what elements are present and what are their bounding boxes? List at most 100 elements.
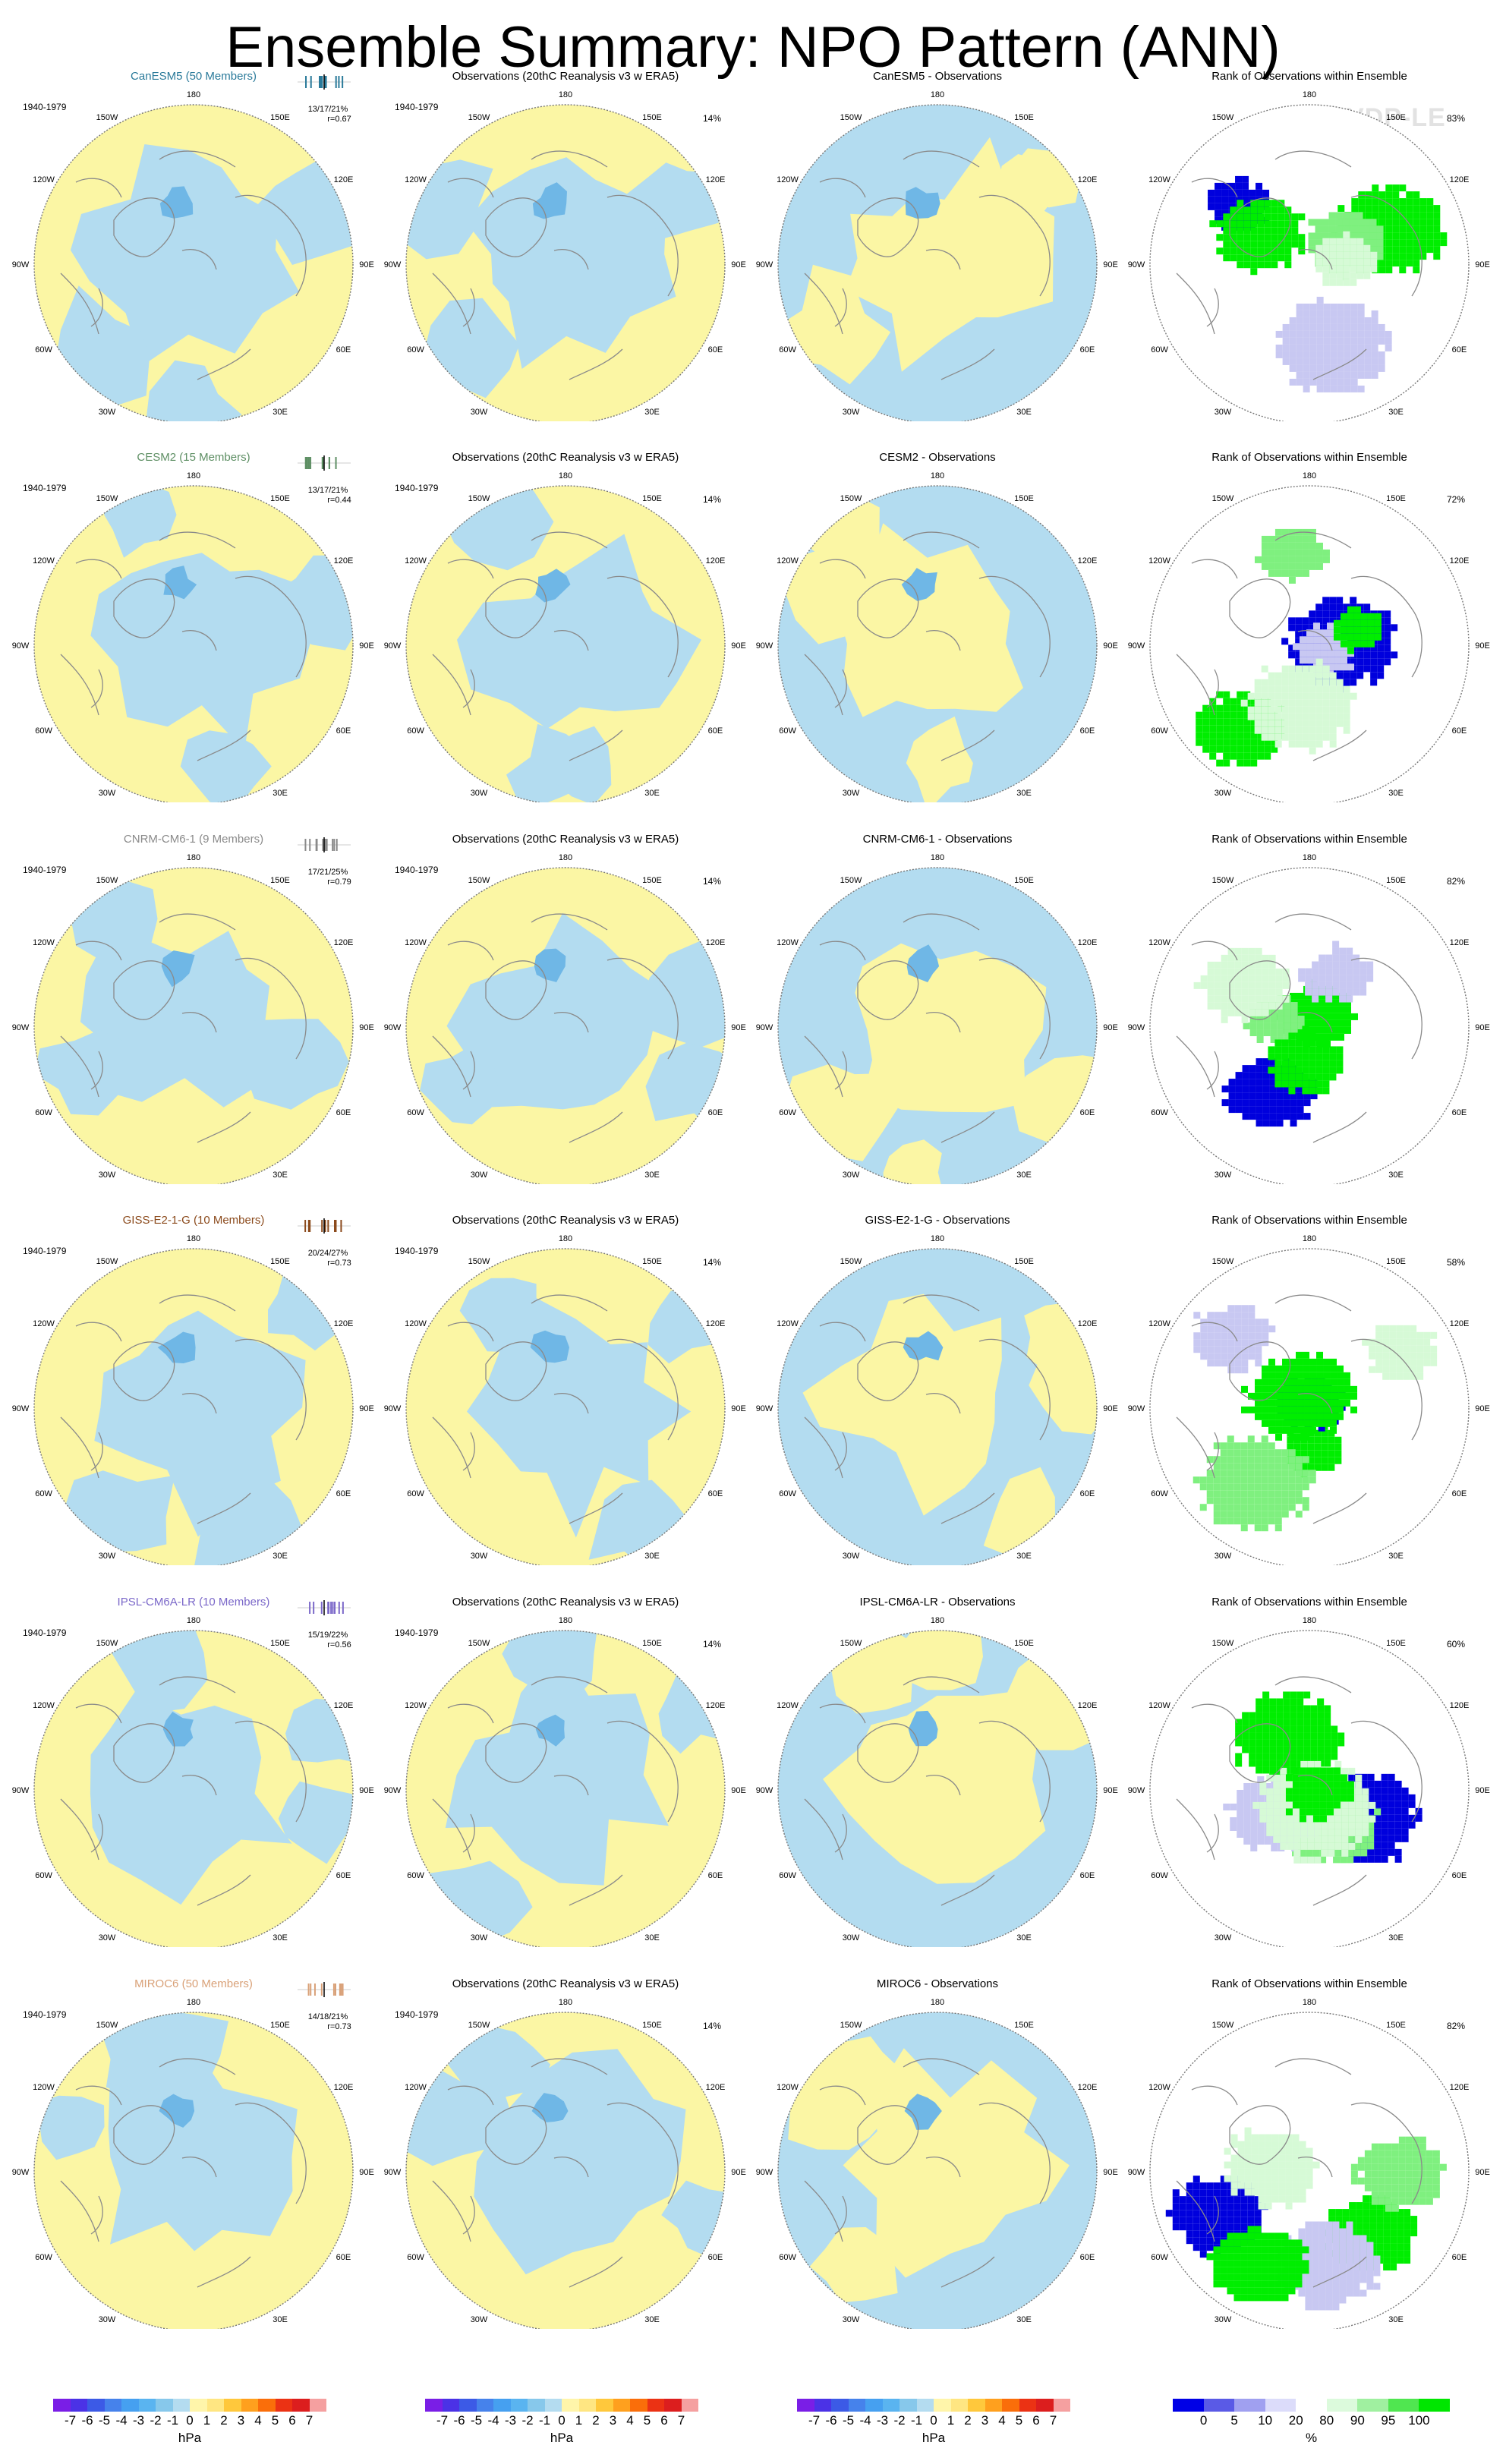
longitude-label: 30W <box>99 789 116 798</box>
colorbar-tick-label: -3 <box>876 2413 889 2428</box>
explained-variance: 14% <box>703 1639 722 1649</box>
longitude-label: 150E <box>642 1257 662 1266</box>
longitude-label: 30E <box>273 1171 288 1180</box>
positive-anomaly-region <box>823 1690 1046 1884</box>
positive-anomaly-region <box>891 1631 983 1690</box>
colorbar-difference: -7 -6 -5 -4 -3 -2 -1 0 1 2 3 4 5 6 7 hPa <box>797 2399 1070 2445</box>
longitude-label: 60E <box>708 345 723 354</box>
colorbar-swatch <box>882 2399 900 2412</box>
negative-anomaly-region <box>36 2095 105 2160</box>
colorbar-swatch <box>1419 2399 1450 2412</box>
rank-high-region <box>1333 606 1382 654</box>
longitude-label: 120W <box>33 2083 55 2092</box>
longitude-label: 180 <box>187 1234 200 1243</box>
map-outline <box>405 867 726 1184</box>
diff-panel: 180150E120E90E60E30E030W60W90W120W150WCN… <box>751 808 1123 1184</box>
map-outline <box>777 104 1098 421</box>
model-title: CESM2 (15 Members) <box>137 451 250 464</box>
longitude-label: 120W <box>1148 556 1170 566</box>
longitude-label: 90E <box>359 2168 374 2177</box>
member-sparkline <box>298 1982 351 1997</box>
longitude-label: 90W <box>12 1404 30 1413</box>
longitude-label: 120E <box>706 175 726 184</box>
colorbar-swatch <box>476 2399 493 2412</box>
coastlines <box>804 150 1051 380</box>
colorbar-swatch <box>1388 2399 1419 2412</box>
rank-title: Rank of Observations within Ensemble <box>1211 1596 1407 1609</box>
longitude-label: 120W <box>777 556 799 566</box>
longitude-label: 90E <box>1475 1786 1490 1795</box>
period-label: 1940-1979 <box>23 1627 67 1638</box>
period-label: 1940-1979 <box>395 102 439 112</box>
colorbar-rank: 0 5 10 20 80 90 95 100% <box>1173 2399 1450 2445</box>
longitude-label: 90E <box>731 260 746 269</box>
longitude-label: 150E <box>642 876 662 885</box>
pattern-stats: 15/19/22% r=0.56 <box>290 1631 366 1650</box>
diff-panel: 180150E120E90E60E30E030W60W90W120W150WMI… <box>751 1953 1123 2329</box>
longitude-label: 90E <box>731 1404 746 1413</box>
colorbar-tick-label: -2 <box>150 2413 162 2428</box>
longitude-label: 90E <box>1103 641 1118 651</box>
rank-percent: 82% <box>1447 2021 1466 2031</box>
longitude-label: 60W <box>35 1489 52 1498</box>
page-title: Ensemble Summary: NPO Pattern (ANN) <box>225 15 1281 80</box>
rank-percent: 60% <box>1447 1639 1466 1649</box>
rank-high-region <box>1241 1351 1358 1441</box>
colorbar-swatch <box>1019 2399 1036 2412</box>
negative-anomaly-region <box>467 1296 692 1538</box>
negative-anomaly-region <box>448 2025 551 2102</box>
longitude-label: 150E <box>1014 494 1034 503</box>
coastlines <box>1176 1294 1423 1524</box>
colorbar-tick-label: 7 <box>305 2413 313 2428</box>
rank-high-light-region <box>1254 528 1330 584</box>
longitude-label: 120W <box>777 1319 799 1328</box>
longitude-label: 180 <box>187 853 200 862</box>
obs-panel: 180150E120E90E60E30E030W60W90W120W150WOb… <box>380 1953 751 2329</box>
longitude-label: 30E <box>1388 1171 1404 1180</box>
longitude-label: 180 <box>931 471 944 481</box>
pattern-correlation: r=0.44 <box>327 496 351 505</box>
longitude-label: 120W <box>1148 1319 1170 1328</box>
longitude-label: 180 <box>559 1234 572 1243</box>
longitude-label: 90E <box>1103 260 1118 269</box>
longitude-label: 90E <box>359 1023 374 1032</box>
pattern-correlation: r=0.73 <box>327 2022 351 2031</box>
colorbar-swatch <box>258 2399 276 2412</box>
pattern-stats: 14/18/21% r=0.73 <box>290 2012 366 2032</box>
longitude-label: 150E <box>1014 2021 1034 2030</box>
longitude-label: 90E <box>1475 260 1490 269</box>
longitude-label: 30W <box>843 1933 860 1943</box>
longitude-label: 180 <box>1303 1998 1316 2007</box>
coastlines <box>1176 1676 1423 1906</box>
longitude-label: 150W <box>1212 494 1234 503</box>
longitude-label: 120E <box>1450 175 1470 184</box>
longitude-label: 30E <box>644 1933 660 1943</box>
colorbar-swatch <box>544 2399 562 2412</box>
longitude-label: 150W <box>96 2021 118 2030</box>
longitude-label: 120W <box>33 1319 55 1328</box>
longitude-label: 90W <box>384 641 402 651</box>
longitude-label: 30W <box>99 1552 116 1561</box>
colorbar-tick-label: 2 <box>220 2413 228 2428</box>
longitude-label: 90W <box>756 641 773 651</box>
longitude-label: 150W <box>468 1639 490 1648</box>
longitude-label: 60W <box>407 1871 424 1880</box>
longitude-label: 120E <box>1078 556 1098 566</box>
rank-title: Rank of Observations within Ensemble <box>1211 1977 1407 1990</box>
longitude-label: 60E <box>336 1108 351 1117</box>
colorbar-swatch <box>53 2399 71 2412</box>
diff-panel: 180150E120E90E60E30E030W60W90W120W150WCE… <box>751 427 1123 802</box>
longitude-label: 30W <box>843 408 860 417</box>
longitude-label: 120E <box>1450 2083 1470 2092</box>
positive-anomaly-region <box>783 528 887 644</box>
longitude-label: 30W <box>1215 2315 1232 2324</box>
colorbar-swatch <box>206 2399 224 2412</box>
pct-range: 13/17/21% <box>307 486 348 495</box>
colorbar-swatch <box>1053 2399 1070 2412</box>
longitude-label: 60E <box>1452 345 1467 354</box>
colorbar-swatch <box>528 2399 545 2412</box>
colorbar-swatch <box>156 2399 173 2412</box>
positive-anomaly-region <box>837 523 1023 717</box>
period-label: 1940-1979 <box>23 2009 67 2020</box>
colorbar-swatch <box>121 2399 139 2412</box>
